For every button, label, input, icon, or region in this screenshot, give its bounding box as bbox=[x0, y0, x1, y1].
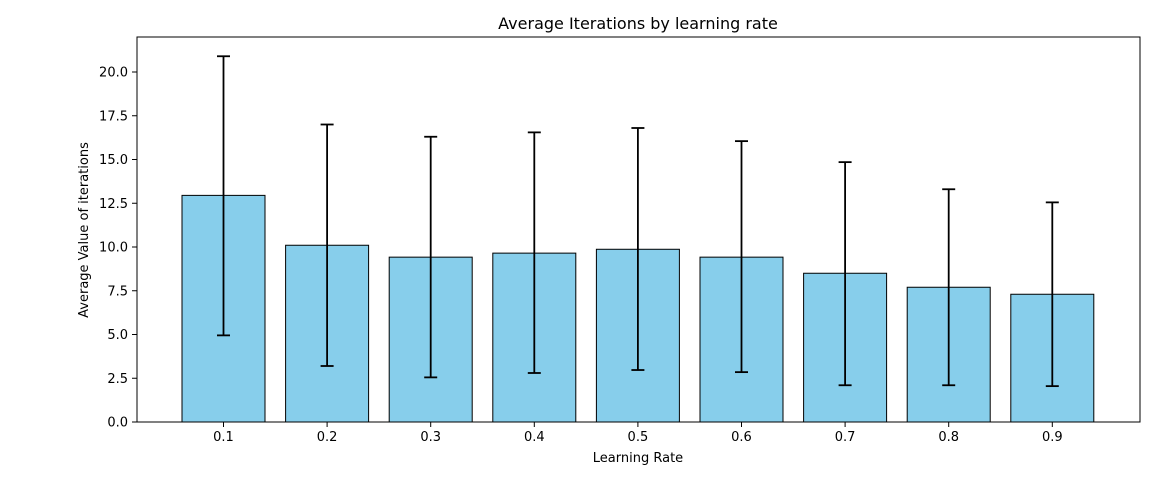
plot-frame bbox=[136, 36, 1141, 423]
x-tick-label: 0.5 bbox=[628, 430, 649, 445]
y-tick-label: 17.5 bbox=[99, 109, 128, 124]
x-tick-label: 0.1 bbox=[213, 430, 234, 445]
x-tick-label: 0.6 bbox=[731, 430, 752, 445]
x-tick-label: 0.3 bbox=[420, 430, 441, 445]
x-tick-label: 0.4 bbox=[524, 430, 545, 445]
chart-title: Average Iterations by learning rate bbox=[498, 14, 778, 33]
y-tick-label: 20.0 bbox=[99, 66, 128, 81]
y-tick-label: 12.5 bbox=[99, 197, 128, 212]
y-axis-label: Average Value of iterations bbox=[77, 142, 92, 318]
y-tick-label: 7.5 bbox=[107, 284, 128, 299]
plot-area: 0.0 2.5 5.0 7.5 10.0 12.5 15.0 17.5 20.0 0.1 0.2 0.… bbox=[99, 55, 1095, 445]
y-tick-label: 0.0 bbox=[107, 416, 128, 431]
x-tick-label: 0.8 bbox=[938, 430, 959, 445]
y-tick-label: 15.0 bbox=[99, 153, 128, 168]
x-tick-label: 0.2 bbox=[317, 430, 338, 445]
x-axis-label: Learning Rate bbox=[593, 451, 683, 466]
x-tick-label: 0.7 bbox=[835, 430, 856, 445]
y-tick-label: 10.0 bbox=[99, 241, 128, 256]
y-tick-label: 5.0 bbox=[107, 328, 128, 343]
x-tick-label: 0.9 bbox=[1042, 430, 1063, 445]
y-tick-label: 2.5 bbox=[107, 372, 128, 387]
